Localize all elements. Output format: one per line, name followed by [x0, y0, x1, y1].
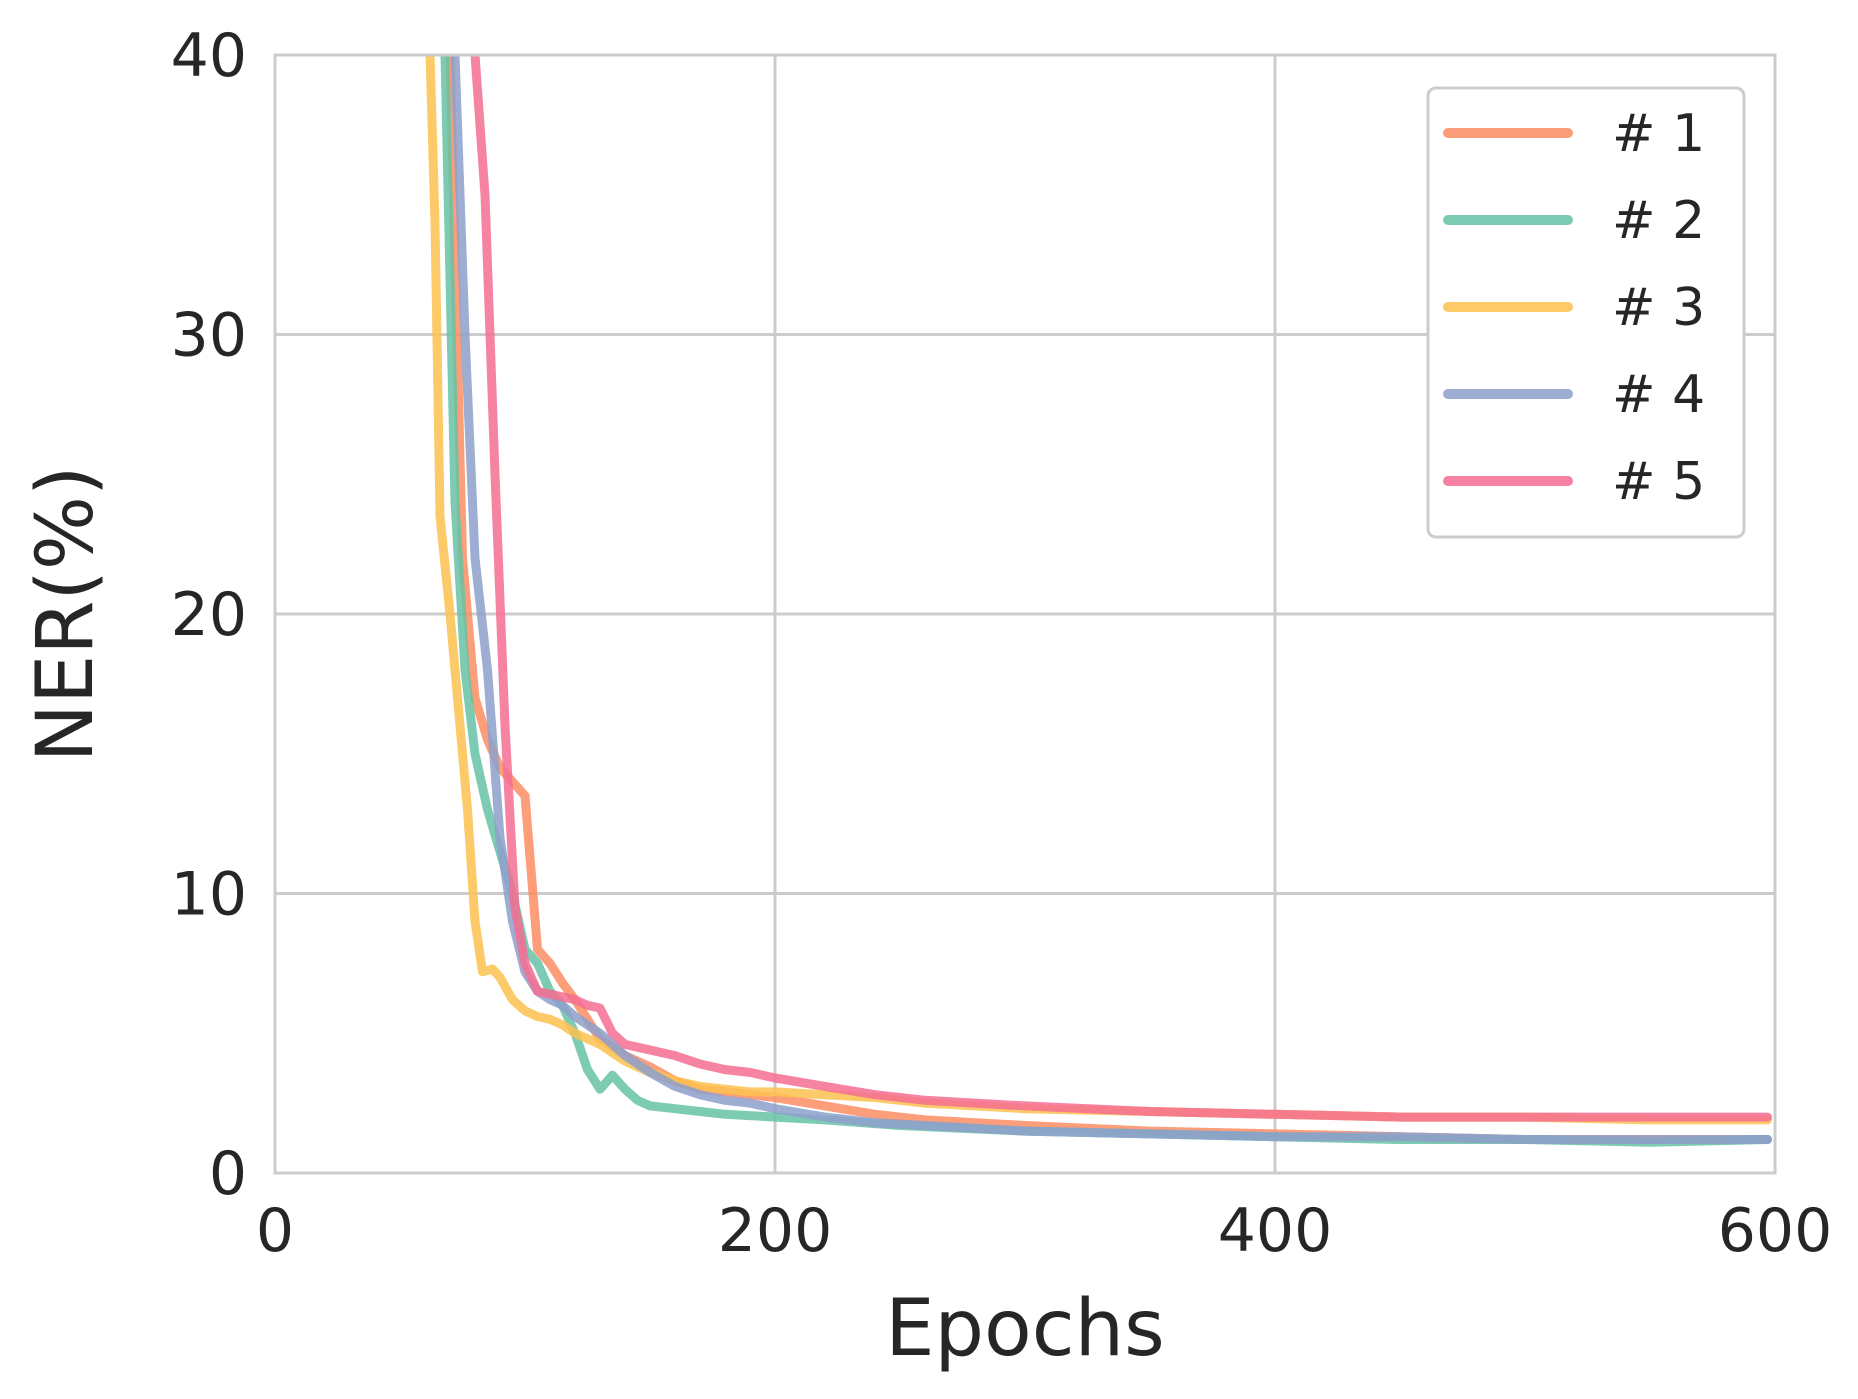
x-tick-label: 0: [256, 1196, 294, 1266]
legend-label-3: # 3: [1612, 278, 1705, 338]
y-tick-label: 40: [171, 21, 247, 91]
series-layer: [425, 55, 1772, 1147]
legend-label-4: # 4: [1612, 365, 1705, 425]
legend-label-5: # 5: [1612, 452, 1705, 512]
y-axis-label: NER(%): [21, 466, 111, 763]
legend-label-1: # 1: [1612, 104, 1705, 164]
tick-labels: 0 200 400 600 0 10 20 30 40: [171, 21, 1833, 1266]
y-tick-label: 10: [171, 860, 247, 930]
legend-items: # 1 # 2 # 3 # 4 # 5: [1443, 104, 1705, 512]
legend: # 1 # 2 # 3 # 4 # 5: [1426, 86, 1746, 539]
y-tick-label: 20: [171, 580, 247, 650]
series-line-4: [450, 55, 1772, 1144]
legend-box: [1426, 86, 1746, 539]
plot-frame: [273, 53, 1777, 1175]
legend-label-2: # 2: [1612, 191, 1705, 251]
y-tick-label: 30: [171, 301, 247, 371]
y-tick-label: 0: [209, 1139, 247, 1209]
x-tick-label: 400: [1218, 1196, 1333, 1266]
x-tick-label: 600: [1718, 1196, 1833, 1266]
series-line-5: [470, 55, 1772, 1122]
x-tick-label: 200: [718, 1196, 833, 1266]
x-axis-label: Epochs: [885, 1284, 1164, 1374]
